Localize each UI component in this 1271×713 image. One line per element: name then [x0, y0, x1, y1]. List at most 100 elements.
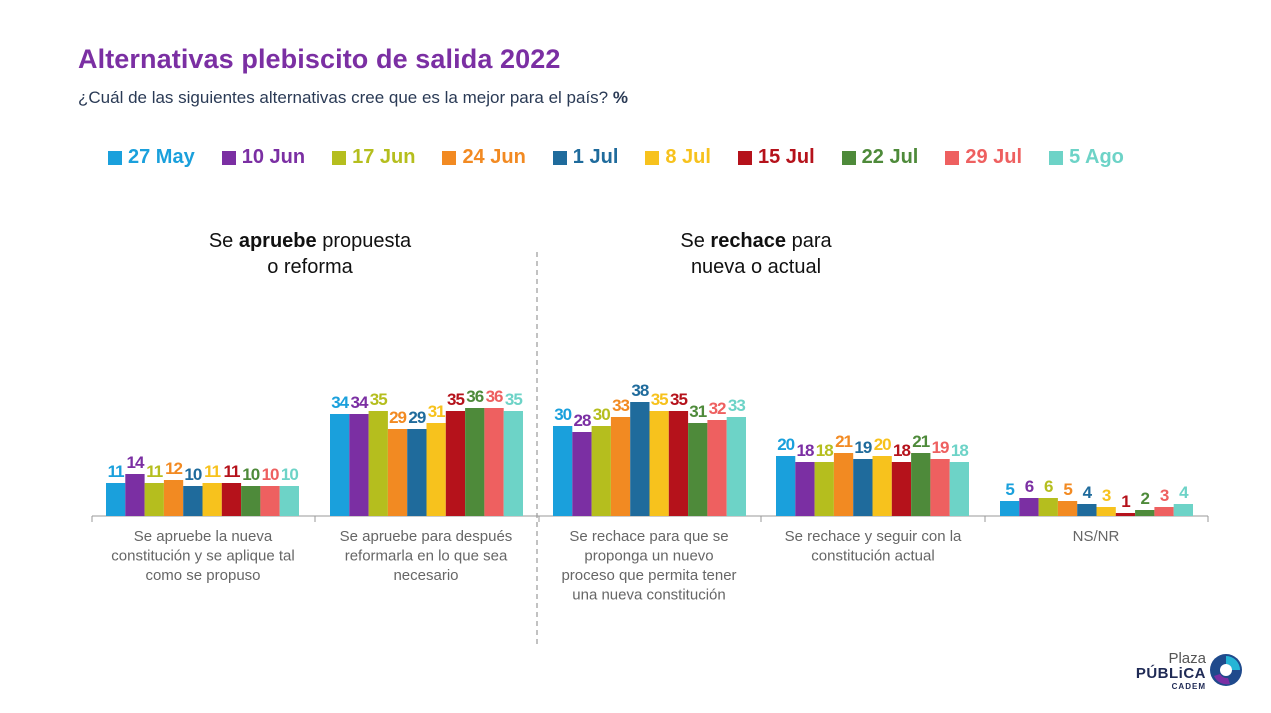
- legend-swatch: [945, 150, 960, 165]
- bar: [349, 414, 369, 516]
- bar: [330, 414, 350, 516]
- legend-item: 5 Ago: [1049, 146, 1124, 169]
- bar: [1077, 504, 1097, 516]
- bar: [649, 411, 669, 516]
- group-title-rechace-post: para: [786, 230, 832, 252]
- bar: [503, 411, 523, 516]
- bar: [1096, 507, 1116, 516]
- legend-swatch: [108, 150, 122, 165]
- group-title-apruebe: Se apruebe propuesta o reforma: [170, 228, 450, 280]
- bar: [387, 429, 408, 516]
- bar: [630, 402, 650, 516]
- data-label: 38: [631, 381, 648, 400]
- bar: [426, 423, 446, 516]
- legend-item: 1 Jul: [552, 146, 618, 169]
- category-label: constitución actual: [811, 548, 934, 565]
- data-label: 6: [1044, 477, 1053, 496]
- data-label: 20: [874, 435, 891, 454]
- data-label: 10: [281, 465, 298, 484]
- bar: [814, 462, 834, 516]
- bar: [795, 462, 815, 516]
- bar: [949, 462, 969, 516]
- bar: [833, 453, 854, 516]
- legend-swatch: [841, 150, 856, 165]
- data-label: 36: [486, 387, 503, 406]
- group-title-rechace-pre: Se: [680, 230, 711, 252]
- data-label: 35: [447, 390, 464, 409]
- legend-item: 8 Jul: [645, 146, 711, 169]
- data-label: 31: [689, 402, 706, 421]
- data-label: 3: [1102, 486, 1111, 505]
- data-label: 11: [223, 462, 240, 481]
- data-label: 35: [370, 390, 387, 409]
- data-label: 29: [389, 408, 406, 427]
- bar: [465, 408, 485, 516]
- legend-label: 24 Jun: [462, 146, 526, 168]
- bar: [610, 417, 631, 516]
- data-label: 10: [184, 465, 201, 484]
- data-label: 34: [350, 393, 368, 412]
- bar: [183, 486, 203, 516]
- bar: [591, 426, 611, 516]
- category-label: proponga un nuevo: [584, 548, 713, 565]
- bar: [368, 411, 388, 516]
- bar: [260, 486, 280, 516]
- data-label: 11: [108, 462, 125, 481]
- bar: [688, 423, 708, 516]
- data-label: 5: [1063, 480, 1072, 499]
- legend-label: 8 Jul: [665, 146, 711, 168]
- data-label: 4: [1083, 483, 1093, 502]
- bar: [202, 483, 222, 516]
- category-label: una nueva constitución: [572, 587, 725, 604]
- bar: [125, 474, 145, 516]
- data-label: 18: [816, 441, 833, 460]
- legend-label: 29 Jul: [965, 146, 1023, 168]
- category-label: NS/NR: [1073, 528, 1120, 545]
- logo-cadem-text: CADEM: [1171, 682, 1206, 691]
- data-label: 4: [1179, 483, 1189, 502]
- legend-item: 10 Jun: [221, 146, 305, 169]
- category-label: como se propuso: [145, 567, 260, 584]
- data-label: 10: [242, 465, 259, 484]
- data-label: 19: [932, 438, 949, 457]
- subtitle-unit: %: [612, 88, 628, 107]
- category-label: reformarla en lo que sea: [345, 548, 508, 565]
- legend-swatch: [645, 150, 660, 165]
- data-label: 33: [612, 396, 629, 415]
- bar: [106, 483, 126, 516]
- data-label: 35: [651, 390, 668, 409]
- bar: [668, 411, 689, 516]
- data-label: 19: [854, 438, 871, 457]
- data-label: 20: [777, 435, 794, 454]
- bar: [930, 459, 950, 516]
- legend-item: 29 Jul: [945, 146, 1022, 169]
- bar: [1019, 498, 1039, 516]
- legend-item: 22 Jul: [841, 146, 919, 169]
- group-title-apruebe-bold: apruebe: [238, 230, 317, 252]
- legend-label: 22 Jul: [861, 146, 919, 168]
- legend-swatch: [221, 150, 236, 165]
- bar: [1000, 501, 1020, 516]
- data-label: 28: [573, 411, 590, 430]
- data-label: 29: [408, 408, 425, 427]
- group-title-rechace-bold: rechace: [710, 230, 787, 252]
- legend-label: 17 Jun: [352, 146, 416, 168]
- bar: [144, 483, 164, 516]
- bar: [853, 459, 873, 516]
- data-label: 14: [126, 453, 144, 472]
- bar: [891, 462, 912, 516]
- chart-subtitle: ¿Cuál de las siguientes alternativas cre…: [78, 88, 628, 108]
- category-label: Se rechace para que se: [569, 528, 728, 545]
- legend-swatch: [737, 150, 752, 165]
- data-label: 11: [204, 462, 221, 481]
- category-label: proceso que permita tener: [561, 567, 736, 584]
- category-label: Se apruebe la nueva: [134, 528, 273, 545]
- data-label: 10: [262, 465, 279, 484]
- data-label: 30: [593, 405, 610, 424]
- logo-mark-icon: [1210, 654, 1242, 686]
- legend-swatch: [332, 150, 347, 165]
- legend-swatch: [1049, 150, 1064, 165]
- bar: [1173, 504, 1193, 516]
- bar: [445, 411, 466, 516]
